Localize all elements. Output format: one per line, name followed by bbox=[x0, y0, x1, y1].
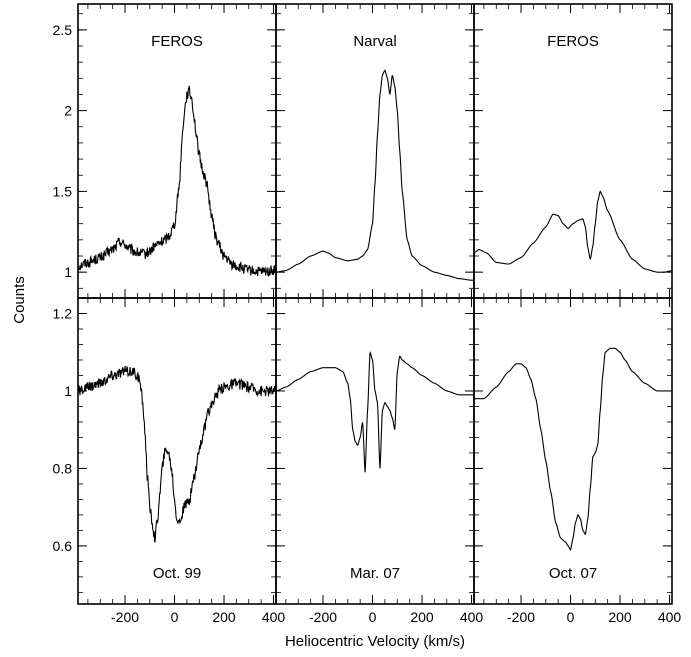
x-tick-label: -200 bbox=[111, 609, 139, 625]
panel-frame bbox=[473, 297, 673, 605]
y-tick-label: 1.2 bbox=[53, 305, 73, 321]
panels-layer: 1 1.5 2 2.5 FEROS Narval FEROS 0.6 0.8 1 1.2 -200 0 2… bbox=[53, 3, 682, 625]
panel-1-2: -200 0 200 400 Oct. 07 bbox=[473, 297, 682, 625]
spectrum-line bbox=[275, 350, 474, 473]
panel-0-0: 1 1.5 2 2.5 FEROS bbox=[53, 3, 277, 299]
panel-0-1: Narval bbox=[275, 3, 475, 299]
y-tick-label: 1 bbox=[64, 264, 72, 280]
x-tick-label: 200 bbox=[608, 609, 632, 625]
panel-0-2: FEROS bbox=[473, 3, 673, 299]
x-tick-label: 0 bbox=[171, 609, 179, 625]
x-tick-label: 200 bbox=[212, 609, 236, 625]
spectrum-line bbox=[474, 347, 672, 551]
spectrum-line bbox=[275, 69, 474, 281]
panel-frame bbox=[275, 297, 475, 605]
panel-label: Narval bbox=[353, 33, 396, 50]
x-tick-label: 400 bbox=[460, 609, 484, 625]
panel-label: FEROS bbox=[151, 33, 203, 50]
x-axis-label: Heliocentric Velocity (km/s) bbox=[285, 633, 465, 650]
y-tick-label: 0.6 bbox=[53, 538, 73, 554]
x-tick-label: 0 bbox=[567, 609, 575, 625]
panel-label: FEROS bbox=[547, 33, 599, 50]
panel-label: Oct. 07 bbox=[549, 565, 597, 582]
x-tick-label: -200 bbox=[309, 609, 337, 625]
x-tick-label: 0 bbox=[369, 609, 377, 625]
panel-1-0: 0.6 0.8 1 1.2 -200 0 200 400 Oct. 99 bbox=[53, 297, 286, 625]
x-tick-label: 200 bbox=[410, 609, 434, 625]
panel-label: Oct. 99 bbox=[153, 565, 201, 582]
y-axis-label: Counts bbox=[11, 276, 28, 324]
x-tick-label: 400 bbox=[658, 609, 682, 625]
panel-1-1: -200 0 200 400 Mar. 07 bbox=[275, 297, 484, 625]
y-tick-label: 2.5 bbox=[53, 22, 73, 38]
spectrum-line bbox=[473, 190, 672, 273]
y-tick-label: 1.5 bbox=[53, 183, 73, 199]
y-tick-label: 1 bbox=[64, 383, 72, 399]
panel-frame bbox=[77, 297, 277, 605]
x-tick-label: -200 bbox=[507, 609, 535, 625]
spectrum-line bbox=[77, 366, 277, 543]
y-tick-label: 0.8 bbox=[53, 460, 73, 476]
spectrum-line bbox=[77, 85, 277, 277]
x-tick-label: 400 bbox=[262, 609, 286, 625]
panel-label: Mar. 07 bbox=[350, 565, 400, 582]
y-tick-label: 2 bbox=[64, 103, 72, 119]
